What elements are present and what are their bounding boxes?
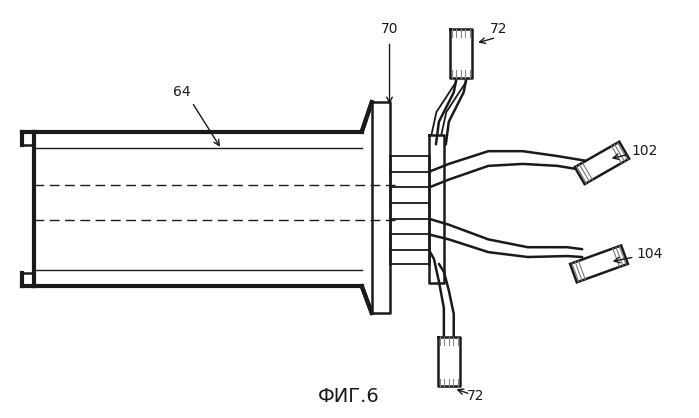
Text: 70: 70: [381, 22, 398, 36]
Polygon shape: [438, 337, 460, 386]
Polygon shape: [389, 156, 429, 264]
Polygon shape: [449, 29, 472, 78]
Text: 64: 64: [173, 85, 191, 99]
Text: 104: 104: [637, 247, 663, 261]
Polygon shape: [570, 245, 628, 282]
Polygon shape: [429, 135, 444, 283]
Polygon shape: [362, 102, 372, 313]
Text: ФИГ.6: ФИГ.6: [318, 387, 380, 406]
Polygon shape: [372, 102, 389, 313]
Polygon shape: [575, 142, 629, 184]
Text: 72: 72: [467, 389, 484, 403]
Text: 72: 72: [489, 22, 507, 36]
Text: 102: 102: [632, 144, 658, 158]
